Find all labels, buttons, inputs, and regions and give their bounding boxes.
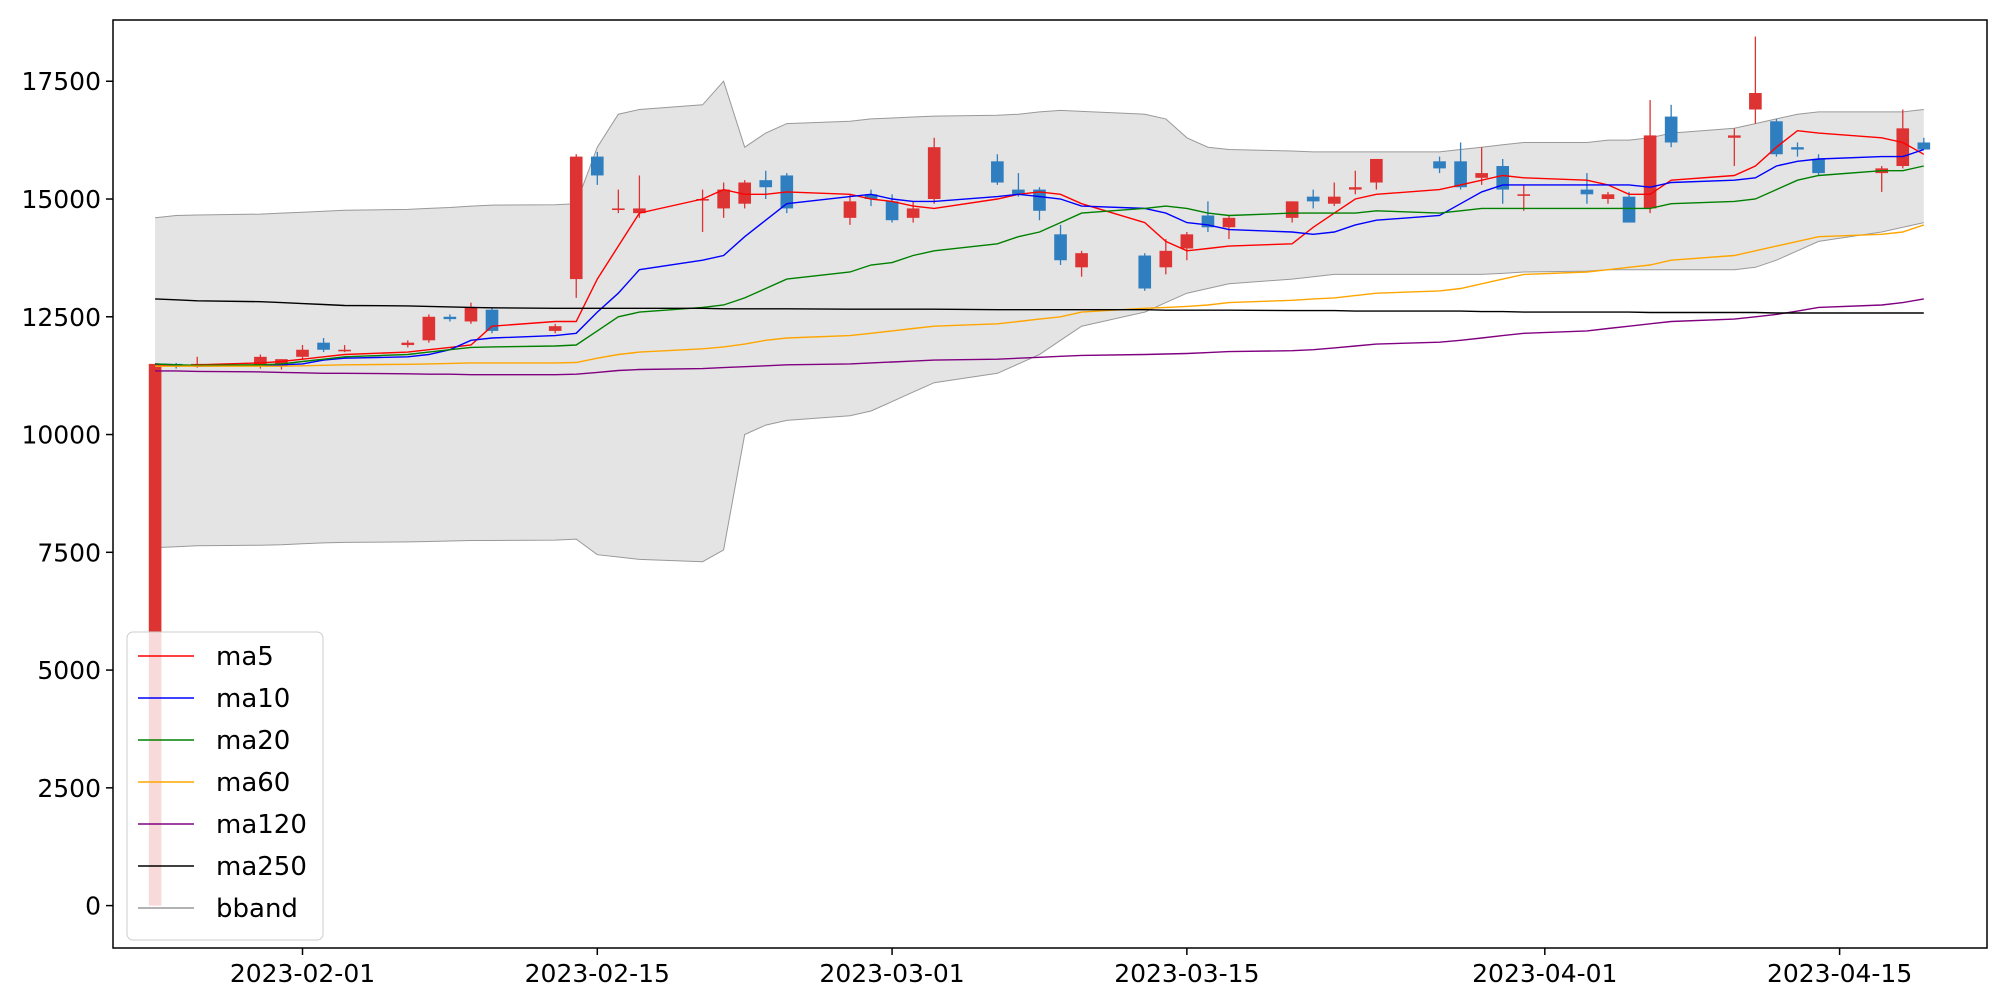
candle-body	[443, 316, 457, 320]
candle-body	[1728, 135, 1741, 138]
candle-body	[1012, 189, 1025, 195]
y-tick-label: 12500	[21, 303, 101, 332]
candle-body	[275, 359, 288, 367]
candle-body	[1054, 234, 1067, 261]
ma20-line	[155, 165, 1924, 367]
candle-body	[843, 201, 857, 218]
moving-average-layer	[155, 129, 1925, 376]
plot-frame	[112, 19, 1988, 949]
x-tick-label: 2023-03-15	[1114, 959, 1259, 988]
candle-body	[1496, 166, 1510, 190]
legend-label-ma250: ma250	[216, 852, 307, 882]
candle-body	[1159, 250, 1173, 268]
ma120-line	[155, 298, 1924, 376]
candle-body	[1791, 147, 1804, 150]
bband-upper-line	[155, 80, 1924, 219]
bband-fill	[155, 81, 1924, 562]
candle-body	[906, 208, 920, 218]
candle-body	[1896, 128, 1910, 167]
y-tick-label: 15000	[21, 185, 101, 214]
candle-body	[1601, 194, 1615, 200]
candle-body	[1370, 158, 1383, 183]
legend-label-ma60: ma60	[216, 768, 290, 798]
candle-body	[401, 342, 415, 346]
y-tick-label: 7500	[37, 538, 101, 567]
bband-lower-line	[155, 222, 1924, 563]
y-tick-label: 5000	[37, 656, 101, 685]
candle-body	[590, 156, 604, 176]
candle-body	[1770, 121, 1783, 155]
y-tick-label: 17500	[21, 67, 101, 96]
candle-body	[1285, 201, 1299, 218]
legend-label-ma5: ma5	[216, 642, 274, 672]
axis-tick-layer: 0 2500 5000 7500 10000 12500 15000 17500 2023-02…	[21, 67, 1912, 988]
x-tick-label: 2023-02-15	[525, 959, 670, 988]
candle-body	[1664, 116, 1678, 143]
candle-body	[1622, 196, 1636, 223]
candle-body	[1327, 196, 1341, 204]
candle-body	[717, 189, 730, 209]
candle-body	[885, 201, 899, 221]
bollinger-band-layer	[155, 80, 1924, 563]
candle-body	[1812, 158, 1825, 174]
candle-body	[338, 349, 351, 352]
legend-label-bband: bband	[216, 894, 298, 924]
candle-body	[422, 316, 436, 341]
ma5-line	[155, 129, 1925, 367]
candle-body	[1222, 217, 1236, 228]
candle-body	[1475, 173, 1488, 178]
legend-label-ma10: ma10	[216, 684, 290, 714]
legend-label-ma20: ma20	[216, 726, 290, 756]
candle-body	[1306, 196, 1320, 202]
candle-body	[612, 208, 625, 211]
candle-body	[1433, 161, 1446, 169]
y-tick-label: 0	[85, 892, 101, 921]
candle-body	[738, 182, 752, 204]
x-tick-label: 2023-03-01	[819, 959, 964, 988]
candle-body	[991, 161, 1004, 183]
candle-body	[1580, 189, 1594, 195]
y-tick-label: 10000	[21, 421, 101, 450]
candle-body	[864, 194, 878, 200]
candle-body	[317, 342, 330, 350]
candle-body	[633, 208, 646, 214]
candle-body	[569, 156, 583, 280]
candle-body	[1033, 189, 1046, 211]
x-tick-label: 2023-02-01	[230, 959, 375, 988]
candle-body	[296, 349, 309, 357]
candle-body	[1075, 253, 1088, 268]
candle-body	[759, 180, 773, 188]
candle-body	[1749, 93, 1762, 110]
candle-body	[464, 307, 478, 322]
candle-body	[1454, 161, 1467, 188]
candle-body	[485, 309, 499, 331]
candle-body	[1348, 187, 1362, 190]
candle-body	[254, 356, 267, 367]
candle-body	[1180, 234, 1194, 249]
candle-body	[1517, 194, 1531, 196]
ma250-line	[155, 298, 1924, 314]
candle-body	[1201, 215, 1215, 228]
candle-body	[548, 326, 562, 331]
candle-body	[927, 147, 941, 200]
legend-box	[126, 631, 324, 941]
candle-body	[1917, 142, 1931, 150]
legend-label-ma120: ma120	[216, 810, 307, 840]
candle-body	[696, 199, 709, 201]
candle-body	[1643, 135, 1657, 209]
candle-body	[1138, 255, 1152, 289]
x-tick-label: 2023-04-01	[1472, 959, 1617, 988]
ma60-line	[155, 224, 1925, 367]
y-tick-label: 2500	[37, 774, 101, 803]
x-tick-label: 2023-04-15	[1767, 959, 1912, 988]
legend: ma5 ma10 ma20 ma60 ma120 ma250 bband	[126, 631, 324, 941]
